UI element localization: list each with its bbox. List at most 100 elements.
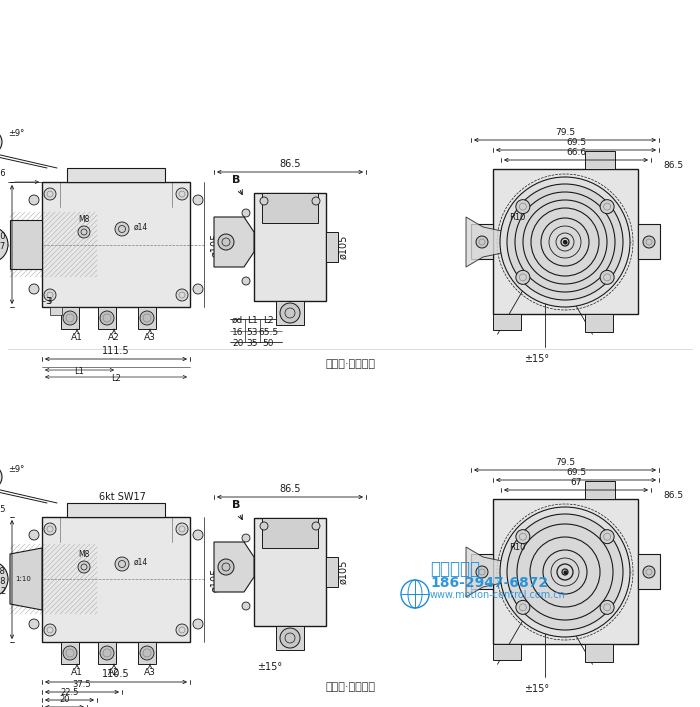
- Text: 35: 35: [246, 339, 258, 348]
- Polygon shape: [10, 548, 42, 610]
- Circle shape: [500, 177, 630, 307]
- Text: R10: R10: [509, 213, 525, 221]
- Circle shape: [260, 197, 268, 205]
- Polygon shape: [466, 547, 530, 597]
- Bar: [61, 642, 79, 664]
- Text: 西安德伍拓: 西安德伍拓: [430, 560, 480, 578]
- Text: ød: ød: [232, 316, 244, 325]
- Circle shape: [643, 566, 655, 578]
- Text: 20: 20: [232, 339, 244, 348]
- Bar: [276, 626, 304, 650]
- Bar: [276, 301, 304, 325]
- Circle shape: [193, 195, 203, 205]
- Bar: [42, 517, 190, 642]
- Text: 22.5: 22.5: [60, 688, 78, 697]
- Circle shape: [242, 277, 250, 285]
- Bar: [10, 220, 42, 269]
- Circle shape: [193, 530, 203, 540]
- Text: 111.5: 111.5: [102, 346, 130, 356]
- Circle shape: [600, 270, 614, 284]
- Polygon shape: [214, 542, 254, 592]
- Polygon shape: [466, 217, 530, 267]
- Circle shape: [476, 566, 488, 578]
- Text: 16: 16: [232, 328, 244, 337]
- Text: R10: R10: [509, 542, 525, 551]
- Bar: [326, 232, 338, 262]
- Circle shape: [176, 624, 188, 636]
- Bar: [585, 644, 613, 662]
- Text: L2: L2: [111, 374, 121, 383]
- Circle shape: [78, 561, 90, 573]
- Text: A2: A2: [108, 668, 120, 677]
- Circle shape: [516, 270, 530, 284]
- Bar: [585, 481, 615, 499]
- Circle shape: [600, 199, 614, 214]
- Text: L1: L1: [246, 316, 258, 325]
- Circle shape: [115, 222, 129, 236]
- Text: B: B: [232, 500, 240, 510]
- Bar: [493, 644, 521, 660]
- Bar: [262, 518, 318, 548]
- Circle shape: [78, 226, 90, 238]
- Bar: [585, 151, 615, 169]
- Text: ø105: ø105: [210, 233, 220, 257]
- Circle shape: [242, 534, 250, 542]
- Text: M8: M8: [78, 215, 90, 224]
- Text: L2: L2: [262, 316, 273, 325]
- Circle shape: [29, 619, 39, 629]
- Text: 79.5: 79.5: [555, 458, 575, 467]
- Bar: [98, 642, 116, 664]
- Text: B: B: [232, 175, 240, 185]
- Bar: [471, 554, 493, 589]
- Polygon shape: [214, 217, 254, 267]
- Circle shape: [193, 619, 203, 629]
- Text: 67: 67: [570, 478, 582, 487]
- Bar: [493, 499, 638, 644]
- Circle shape: [218, 559, 234, 575]
- Text: ø14: ø14: [134, 223, 148, 231]
- Text: L1: L1: [74, 367, 84, 376]
- Bar: [138, 307, 156, 329]
- Text: ±9°: ±9°: [8, 464, 25, 474]
- Circle shape: [29, 530, 39, 540]
- Circle shape: [176, 523, 188, 535]
- Text: 186-2947-6872: 186-2947-6872: [430, 576, 548, 590]
- Bar: [585, 314, 613, 332]
- Circle shape: [280, 303, 300, 323]
- Circle shape: [242, 209, 250, 217]
- Circle shape: [44, 624, 56, 636]
- Circle shape: [516, 199, 530, 214]
- Circle shape: [140, 646, 154, 660]
- Text: ø50: ø50: [0, 232, 6, 241]
- Circle shape: [312, 522, 320, 530]
- Text: 3: 3: [46, 296, 51, 305]
- Text: A1: A1: [71, 333, 83, 342]
- Bar: [61, 307, 79, 329]
- Circle shape: [242, 602, 250, 610]
- Circle shape: [44, 289, 56, 301]
- Circle shape: [100, 311, 114, 325]
- Text: 69.5: 69.5: [566, 138, 586, 147]
- Circle shape: [516, 530, 530, 544]
- Text: www.motion-control.com.cn: www.motion-control.com.cn: [430, 590, 566, 600]
- Circle shape: [44, 188, 56, 200]
- Circle shape: [507, 184, 623, 300]
- Bar: [254, 518, 326, 626]
- Text: 2: 2: [1, 587, 6, 595]
- Text: ±9°: ±9°: [8, 129, 25, 139]
- Bar: [138, 642, 156, 664]
- Circle shape: [63, 311, 77, 325]
- Text: 50: 50: [262, 339, 274, 348]
- Text: 53: 53: [246, 328, 258, 337]
- Circle shape: [507, 514, 623, 630]
- Circle shape: [643, 236, 655, 248]
- Text: 110.5: 110.5: [102, 669, 130, 679]
- Bar: [50, 307, 62, 315]
- Bar: [638, 554, 660, 589]
- Text: ø105: ø105: [338, 235, 348, 259]
- Circle shape: [29, 195, 39, 205]
- Text: A1: A1: [71, 668, 83, 677]
- Bar: [262, 193, 318, 223]
- Text: 6kt SW17: 6kt SW17: [99, 492, 146, 502]
- Text: ±15°: ±15°: [524, 684, 550, 694]
